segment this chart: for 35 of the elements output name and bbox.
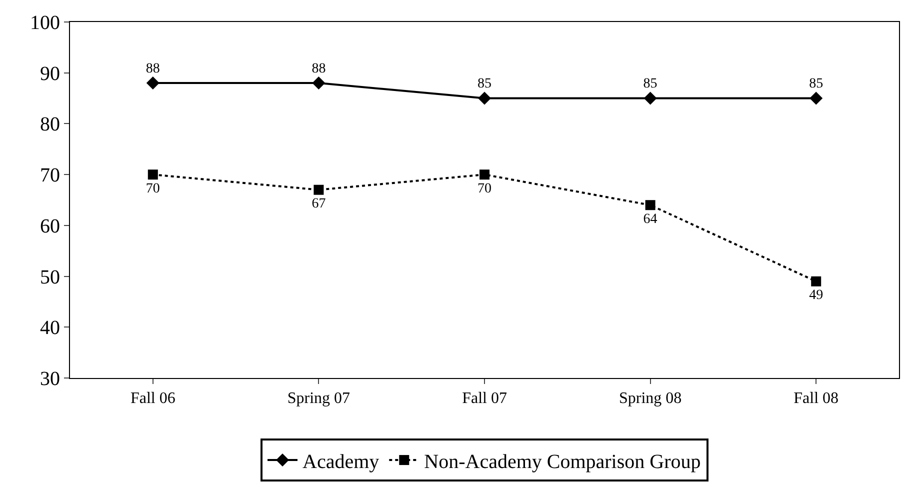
- y-tick-label: 80: [40, 114, 60, 136]
- y-tick-label: 30: [40, 368, 60, 390]
- data-label: 85: [809, 76, 824, 92]
- data-label: 49: [809, 288, 824, 304]
- data-label: 67: [312, 196, 326, 212]
- data-label: 85: [643, 76, 658, 92]
- point: [314, 184, 324, 195]
- point: [645, 200, 656, 210]
- point: [146, 76, 160, 90]
- x-tick-label: Fall 06: [130, 390, 176, 408]
- y-tick-label: 60: [40, 215, 60, 238]
- data-label: 64: [643, 212, 658, 227]
- point: [478, 92, 491, 105]
- y-tick-label: 50: [40, 266, 60, 288]
- point: [312, 76, 326, 90]
- data-label: 70: [146, 181, 160, 196]
- point: [810, 92, 823, 105]
- x-tick-label: Spring 08: [618, 390, 682, 408]
- x-tick-label: Spring 07: [287, 390, 350, 408]
- data-label: 88: [146, 61, 160, 76]
- x-tick-label: Fall 07: [462, 390, 507, 408]
- point: [480, 170, 490, 180]
- point: [811, 276, 822, 286]
- data-label: 85: [478, 76, 492, 92]
- point: [644, 92, 657, 105]
- y-tick-label: 40: [40, 317, 60, 340]
- y-tick-label: 90: [40, 62, 60, 85]
- legend-label: Academy: [302, 450, 380, 473]
- y-tick-label: 70: [40, 164, 60, 187]
- data-label: 70: [478, 181, 492, 196]
- y-tick-label: 100: [30, 12, 60, 34]
- x-tick-label: Fall 08: [794, 390, 839, 408]
- legend-label: Non-Academy Comparison Group: [424, 450, 701, 473]
- point: [148, 170, 158, 180]
- data-label: 88: [312, 61, 326, 76]
